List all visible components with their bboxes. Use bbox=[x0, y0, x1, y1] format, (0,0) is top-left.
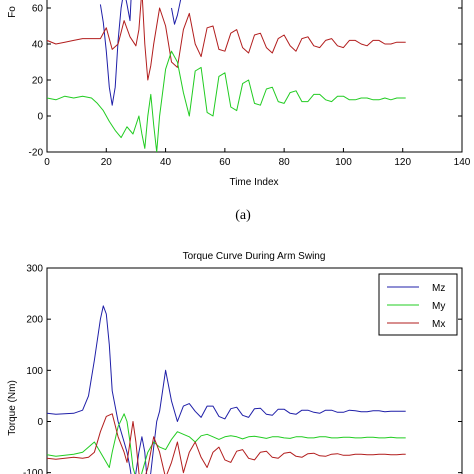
legend-label-my: My bbox=[432, 301, 445, 312]
y-tick-label: 0 bbox=[37, 417, 43, 428]
y-tick-label: 0 bbox=[37, 112, 43, 123]
y-tick-label: 40 bbox=[32, 40, 44, 51]
torque-y-axis-label: Torque (Nm) bbox=[7, 380, 18, 436]
torque-y-ticks: 300 200 100 0 -100 bbox=[23, 264, 462, 474]
torque-legend: Mz My Mx bbox=[378, 273, 458, 336]
y-tick-label: 300 bbox=[26, 264, 43, 275]
force-plot-area bbox=[46, 0, 463, 153]
y-tick-label: -20 bbox=[29, 148, 44, 159]
series-line-3 bbox=[47, 50, 406, 152]
x-tick-label: 20 bbox=[101, 157, 113, 168]
legend-label-mz: Mz bbox=[432, 283, 445, 294]
series-line-1 bbox=[171, 0, 182, 25]
force-x-axis-label: Time Index bbox=[229, 177, 278, 188]
force-y-ticks: -20 0 20 40 60 bbox=[29, 4, 462, 159]
y-tick-label: 200 bbox=[26, 315, 43, 326]
force-x-ticks: 0 20 40 60 80 100 120 140 bbox=[44, 148, 471, 168]
y-tick-label: 60 bbox=[32, 4, 44, 15]
series-line-mx bbox=[47, 413, 406, 474]
x-tick-label: 0 bbox=[44, 157, 50, 168]
y-tick-label: 20 bbox=[32, 76, 44, 87]
torque-chart-title: Torque Curve During Arm Swing bbox=[183, 251, 326, 262]
series-line-0 bbox=[99, 0, 132, 106]
x-tick-label: 60 bbox=[219, 157, 231, 168]
torque-series bbox=[47, 305, 406, 474]
series-line-2 bbox=[47, 0, 406, 81]
force-series bbox=[47, 0, 406, 152]
force-y-axis-label: Fo bbox=[7, 6, 18, 18]
caption-a: (a) bbox=[235, 208, 251, 223]
y-tick-label: -100 bbox=[23, 468, 43, 474]
y-tick-label: 100 bbox=[26, 366, 43, 377]
x-tick-label: 120 bbox=[394, 157, 411, 168]
x-tick-label: 80 bbox=[279, 157, 291, 168]
series-line-my bbox=[47, 413, 406, 474]
legend-label-mx: Mx bbox=[432, 319, 445, 330]
series-line-mz bbox=[47, 305, 406, 474]
x-tick-label: 140 bbox=[454, 157, 471, 168]
torque-chart: Torque Curve During Arm Swing 300 200 100 0… bbox=[7, 251, 463, 474]
x-tick-label: 100 bbox=[335, 157, 352, 168]
x-tick-label: 40 bbox=[160, 157, 172, 168]
